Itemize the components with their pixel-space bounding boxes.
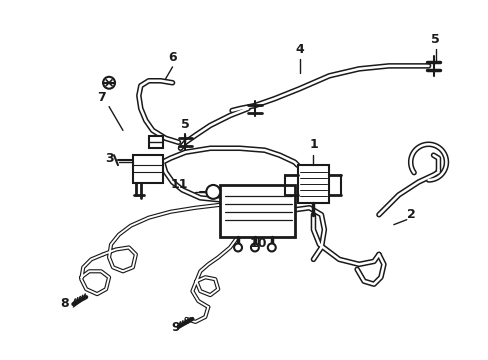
Circle shape <box>234 243 242 251</box>
Circle shape <box>103 77 115 89</box>
Text: 5: 5 <box>181 118 189 131</box>
Circle shape <box>206 185 220 199</box>
Bar <box>133 155 163 183</box>
Text: 1: 1 <box>308 138 317 151</box>
Bar <box>297 165 328 203</box>
Text: 7: 7 <box>97 91 105 104</box>
Bar <box>148 136 163 148</box>
Circle shape <box>250 243 258 251</box>
Text: 5: 5 <box>430 33 439 46</box>
Text: 10: 10 <box>249 238 266 251</box>
Text: 6: 6 <box>168 51 177 64</box>
Text: 4: 4 <box>295 43 304 56</box>
Text: 2: 2 <box>406 208 415 221</box>
Text: 8: 8 <box>61 297 69 310</box>
Text: 11: 11 <box>171 178 188 191</box>
Text: 9: 9 <box>171 321 180 334</box>
Text: 3: 3 <box>104 152 113 165</box>
Bar <box>220 185 294 237</box>
Circle shape <box>267 243 275 251</box>
